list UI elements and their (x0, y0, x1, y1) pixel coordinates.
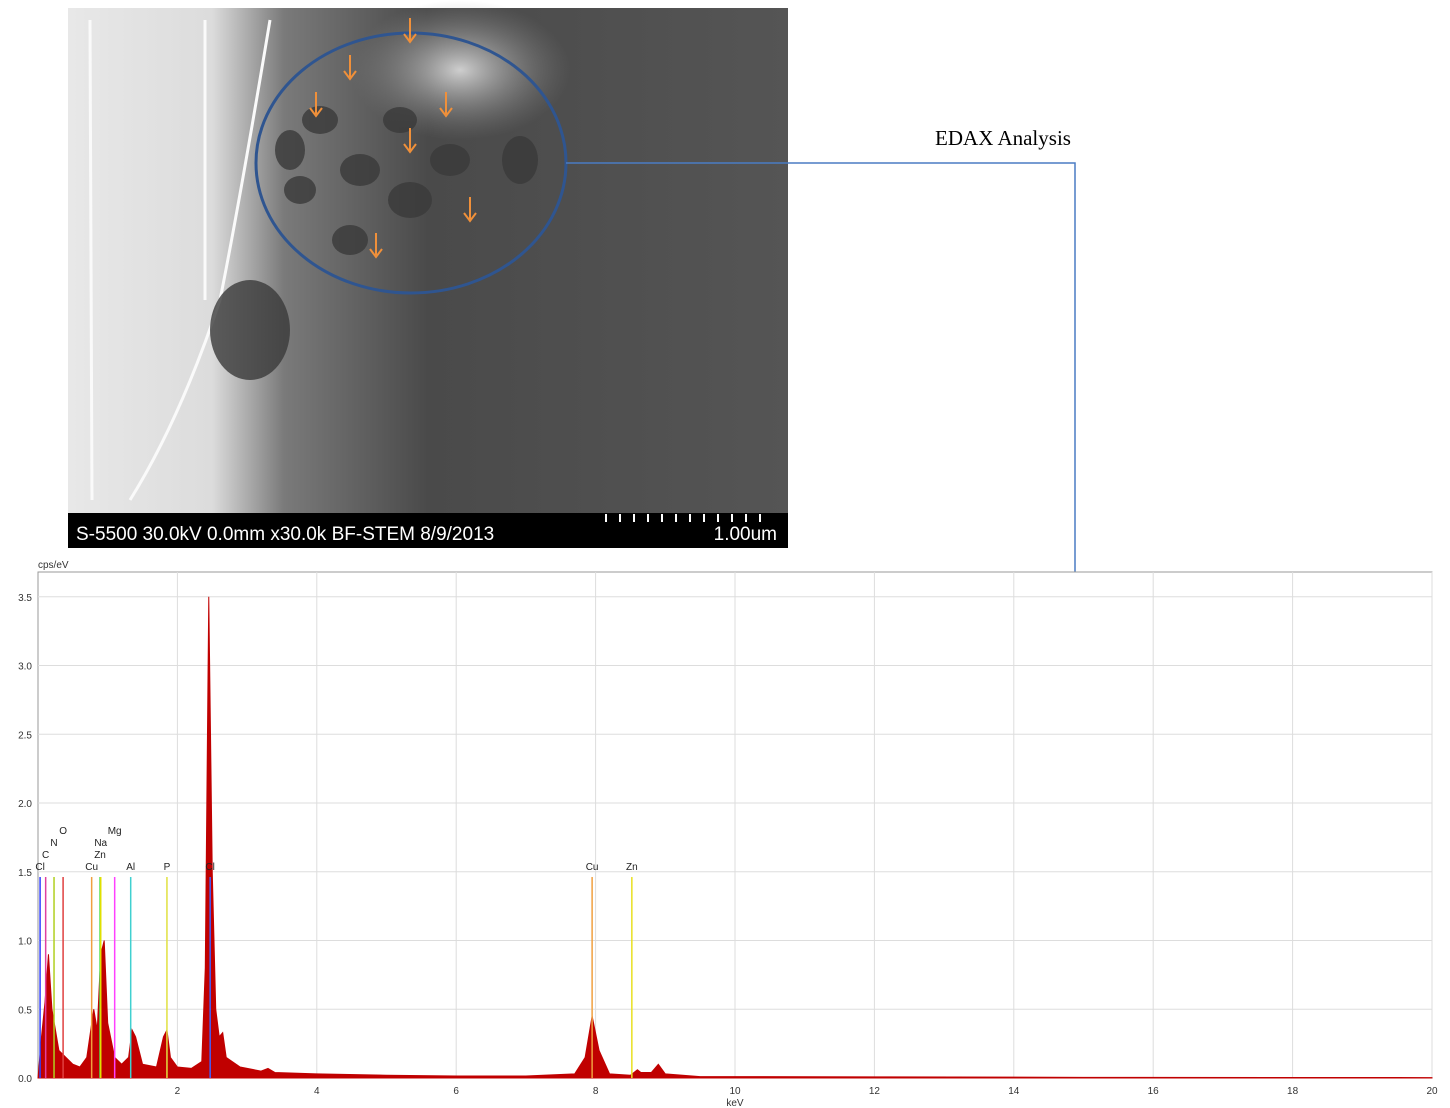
element-label: Zn (94, 850, 106, 861)
y-tick-label: 3.0 (18, 662, 32, 673)
micrograph: S-5500 30.0kV 0.0mm x30.0k BF-STEM 8/9/2… (68, 0, 788, 548)
y-tick-label: 2.5 (18, 730, 32, 741)
x-tick-label: 16 (1148, 1086, 1160, 1097)
y-tick-label: 3.5 (18, 593, 32, 604)
x-tick-label: 8 (593, 1086, 599, 1097)
y-tick-label: 0.0 (18, 1074, 32, 1085)
x-tick-label: 20 (1426, 1086, 1438, 1097)
x-tick-label: 2 (175, 1086, 181, 1097)
element-label: N (50, 838, 57, 849)
y-axis-label: cps/eV (38, 560, 69, 571)
element-label: Mg (108, 826, 122, 837)
x-tick-label: 12 (869, 1086, 881, 1097)
element-label: Zn (626, 862, 638, 873)
y-tick-label: 1.0 (18, 937, 32, 948)
caption: S-5500 30.0kV 0.0mm x30.0k BF-STEM 8/9/2… (76, 524, 494, 545)
element-label: Na (94, 838, 107, 849)
element-label: Cl (205, 862, 214, 873)
element-label: C (42, 850, 49, 861)
element-label: Cu (586, 862, 599, 873)
y-tick-label: 1.5 (18, 868, 32, 879)
element-label: Al (126, 862, 135, 873)
y-tick-label: 2.0 (18, 799, 32, 810)
x-tick-label: 18 (1287, 1086, 1299, 1097)
x-tick-label: 6 (453, 1086, 459, 1097)
page: {"micrograph": {"caption": "S-5500 30.0k… (0, 0, 1450, 1108)
x-tick-label: 10 (729, 1086, 741, 1097)
x-tick-label: 14 (1008, 1086, 1020, 1097)
scale-label: 1.00um (714, 524, 777, 545)
annotation: EDAX Analysis (935, 126, 1071, 150)
figure: S-5500 30.0kV 0.0mm x30.0k BF-STEM 8/9/2… (0, 0, 1450, 1108)
x-tick-label: 4 (314, 1086, 320, 1097)
element-label: P (164, 862, 171, 873)
element-label: O (59, 826, 67, 837)
x-axis-label: keV (726, 1098, 744, 1108)
element-label: Cl (35, 862, 44, 873)
element-label: Cu (85, 862, 98, 873)
y-tick-label: 0.5 (18, 1005, 32, 1016)
